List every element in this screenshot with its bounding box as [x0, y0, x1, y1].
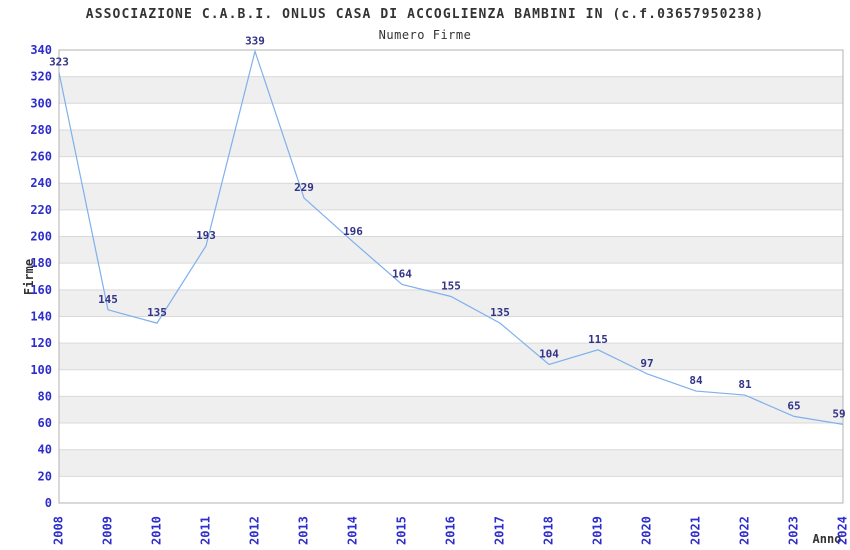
chart-subtitle: Numero Firme	[378, 28, 472, 42]
point-label: 84	[689, 374, 703, 387]
chart-title: ASSOCIAZIONE C.A.B.I. ONLUS CASA DI ACCO…	[85, 7, 765, 22]
plot-band	[59, 289, 843, 317]
y-tick-label: 280	[30, 123, 52, 137]
y-tick-label: 340	[30, 43, 52, 57]
point-label: 104	[539, 347, 559, 360]
point-label: 164	[392, 267, 412, 280]
point-label: 193	[196, 229, 216, 242]
series-line	[58, 49, 844, 425]
x-tick-label: 2008	[52, 516, 66, 545]
y-tick-label: 160	[30, 283, 52, 297]
y-tick-label: 260	[30, 150, 52, 164]
x-tick-label: 2016	[444, 516, 458, 545]
x-tick-label: 2015	[395, 516, 409, 545]
x-tick-label: 2017	[493, 516, 507, 545]
y-tick-label: 300	[30, 96, 52, 110]
point-label: 115	[588, 333, 608, 346]
plot-border	[58, 49, 844, 504]
x-tick-label: 2021	[689, 516, 703, 545]
y-tick-label: 200	[30, 230, 52, 244]
point-label: 97	[640, 357, 653, 370]
point-label: 65	[787, 399, 800, 412]
plot-band	[59, 396, 843, 424]
x-tick-label: 2019	[591, 516, 605, 545]
point-label: 339	[245, 34, 265, 47]
y-tick-label: 220	[30, 203, 52, 217]
plot-band	[59, 449, 843, 477]
x-tick-label: 2011	[199, 516, 213, 545]
point-label: 135	[147, 306, 167, 319]
x-tick-label: 2023	[787, 516, 801, 545]
x-tick-label: 2018	[542, 516, 556, 545]
x-tick-label: 2020	[640, 516, 654, 545]
x-tick-label: 2024	[836, 516, 850, 545]
plot-band	[59, 183, 843, 210]
y-tick-label: 80	[38, 389, 52, 403]
y-tick-label: 240	[30, 176, 52, 190]
y-tick-label: 60	[38, 416, 52, 430]
point-label: 81	[738, 378, 752, 391]
y-tick-label: 40	[38, 443, 52, 457]
y-tick-label: 100	[30, 363, 52, 377]
y-tick-label: 20	[38, 469, 52, 483]
plot-band	[59, 129, 843, 157]
plot-band	[59, 76, 843, 104]
x-tick-label: 2010	[150, 516, 164, 545]
y-tick-label: 140	[30, 309, 52, 323]
y-tick-label: 120	[30, 336, 52, 350]
x-tick-label: 2022	[738, 516, 752, 545]
x-axis-label: Anno	[812, 532, 842, 546]
plot-band	[59, 236, 843, 264]
point-label: 145	[98, 293, 118, 306]
x-tick-label: 2009	[101, 516, 115, 545]
y-tick-label: 180	[30, 256, 52, 270]
point-label: 323	[49, 56, 69, 69]
y-tick-label: 0	[45, 496, 52, 510]
point-label: 155	[441, 279, 461, 292]
plot-band	[59, 343, 843, 370]
x-tick-label: 2014	[346, 516, 360, 545]
point-label: 135	[490, 306, 510, 319]
x-tick-label: 2012	[248, 516, 262, 545]
y-tick-label: 320	[30, 70, 52, 84]
point-label: 59	[832, 407, 845, 420]
point-label: 196	[343, 225, 363, 238]
x-tick-label: 2013	[297, 516, 311, 545]
point-label: 229	[294, 181, 314, 194]
